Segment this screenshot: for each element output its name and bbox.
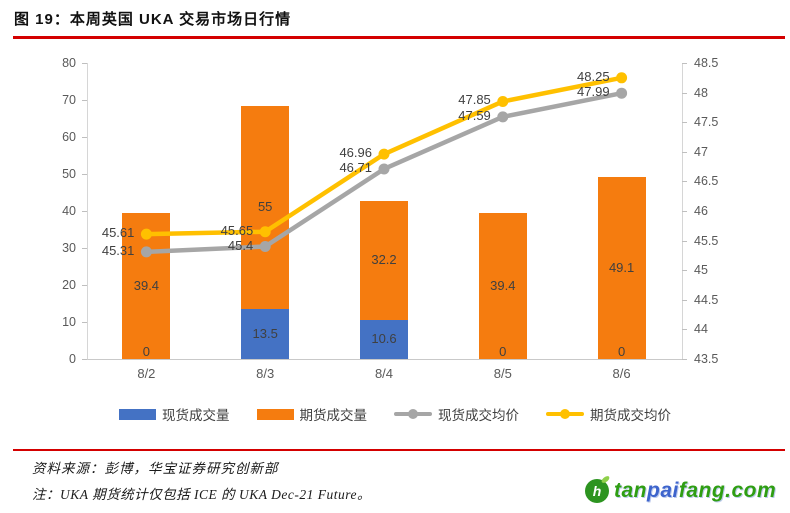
legend-item-spot-avg-price: 现货成交均价: [394, 404, 519, 424]
left-axis-tick-mark: [82, 211, 87, 212]
right-axis-tick-label: 43.5: [694, 352, 719, 366]
yellow-line-dot-swatch-icon: [546, 408, 584, 420]
left-axis-tick-label: 20: [62, 278, 76, 292]
right-axis-tick-mark: [682, 359, 687, 360]
legend-item-futures-avg-price: 期货成交均价: [546, 404, 671, 424]
gray-line-dot-swatch-icon: [394, 408, 432, 420]
left-axis-tick-label: 80: [62, 56, 76, 70]
left-axis-tick-mark: [82, 285, 87, 286]
left-axis-tick-label: 50: [62, 167, 76, 181]
legend-item-spot-volume: 现货成交量: [119, 404, 230, 424]
left-axis-tick-mark: [82, 359, 87, 360]
legend-label: 期货成交量: [299, 408, 368, 423]
right-axis-tick-label: 48: [694, 85, 708, 100]
orange-bar-swatch-icon: [256, 408, 294, 420]
left-axis-tick-mark: [82, 137, 87, 138]
futures-avg-price-value-label: 45.61: [101, 225, 135, 241]
spot-avg-price-value-label: 47.59: [458, 107, 491, 123]
right-axis-tick-label: 44.5: [694, 292, 719, 307]
right-axis-tick-mark: [682, 92, 687, 94]
left-axis-tick-label: 40: [62, 204, 76, 218]
futures-avg-price-value-label: 48.25: [577, 68, 610, 84]
leaf-circle-icon: h: [585, 475, 611, 503]
right-axis-tick-mark: [682, 299, 687, 301]
footnote: 注：UKA 期货统计仅包括 ICE 的 UKA Dec-21 Future。: [32, 487, 371, 502]
title-underline: [13, 36, 785, 39]
right-axis-tick-label: 46.5: [694, 174, 719, 189]
left-axis-tick-mark: [82, 100, 87, 101]
right-axis-tick-mark: [682, 329, 687, 331]
left-axis-tick-label: 0: [69, 352, 76, 366]
right-axis-tick-mark: [682, 270, 687, 272]
right-axis-tick-mark: [682, 240, 687, 242]
right-axis-tick-label: 47.5: [694, 115, 719, 130]
spot-volume-value-label: 13.5: [252, 326, 278, 342]
right-axis-tick-mark: [682, 211, 687, 212]
spot-avg-price-value-label: 47.99: [577, 84, 610, 100]
right-axis-tick-label: 47: [694, 144, 708, 159]
spot-avg-price-value-label: 45.31: [101, 242, 135, 258]
left-axis-tick-mark: [82, 174, 87, 175]
spot-volume-value-label: 0: [142, 344, 150, 359]
right-axis-tick-mark: [682, 181, 687, 183]
x-axis-category-label: 8/3: [256, 366, 275, 381]
spot-volume-bar-segment: [360, 319, 408, 359]
futures-volume-value-label: 55: [257, 199, 273, 215]
legend: 现货成交量 期货成交量 现货成交均价 期货成交均价: [0, 404, 790, 424]
left-axis-tick-mark: [82, 322, 87, 323]
futures-volume-value-label: 32.2: [371, 252, 397, 268]
right-axis-tick-mark: [682, 122, 687, 124]
right-axis-tick-label: 45: [694, 263, 708, 278]
leaf-icon: [600, 475, 611, 484]
spot-volume-value-label: 10.6: [371, 331, 397, 347]
source-note: 资料来源：彭博，华宝证券研究创新部: [32, 461, 279, 476]
left-axis-tick-mark: [82, 63, 87, 64]
footer-divider: [13, 449, 785, 451]
x-axis-category-label: 8/6: [612, 366, 631, 381]
futures-avg-price-value-label: 45.65: [220, 222, 254, 238]
spot-volume-bar-segment: [241, 309, 290, 359]
figure-title: 图 19：本周英国 UKA 交易市场日行情: [14, 11, 292, 28]
spot-volume-value-label: 0: [499, 344, 507, 359]
left-axis-tick-label: 70: [62, 93, 76, 107]
blue-bar-swatch-icon: [119, 408, 156, 420]
futures-avg-price-value-label: 46.96: [339, 145, 372, 161]
x-axis-category-label: 8/4: [374, 366, 394, 381]
legend-label: 期货成交均价: [590, 408, 671, 423]
legend-label: 现货成交量: [162, 408, 230, 423]
right-axis-tick-mark: [682, 63, 687, 64]
tanpaifang-watermark: h tanpaifang.com: [585, 475, 777, 506]
spot-volume-value-label: 0: [617, 344, 626, 359]
left-axis-tick-mark: [82, 248, 87, 249]
left-axis-tick-label: 10: [62, 315, 76, 329]
x-axis-category-label: 8/5: [493, 366, 512, 381]
left-axis-tick-label: 30: [62, 241, 76, 255]
left-axis-tick-label: 60: [62, 130, 76, 144]
legend-item-futures-volume: 期货成交量: [256, 404, 368, 424]
right-axis-tick-mark: [682, 151, 687, 153]
futures-volume-value-label: 39.4: [490, 278, 516, 294]
spot-avg-price-value-label: 46.71: [339, 159, 372, 175]
right-axis-tick-label: 45.5: [694, 233, 719, 248]
right-axis-tick-label: 48.5: [694, 56, 719, 70]
futures-volume-value-label: 39.4: [133, 278, 160, 294]
futures-volume-value-label: 49.1: [608, 260, 635, 276]
x-axis-category-label: 8/2: [137, 366, 156, 381]
spot-avg-price-value-label: 45.4: [227, 237, 254, 253]
right-axis-tick-label: 44: [694, 322, 708, 337]
watermark-text: tanpaifang.com: [614, 479, 777, 502]
futures-avg-price-value-label: 47.85: [458, 92, 491, 108]
right-axis-tick-label: 46: [694, 204, 708, 218]
legend-label: 现货成交均价: [438, 408, 519, 423]
